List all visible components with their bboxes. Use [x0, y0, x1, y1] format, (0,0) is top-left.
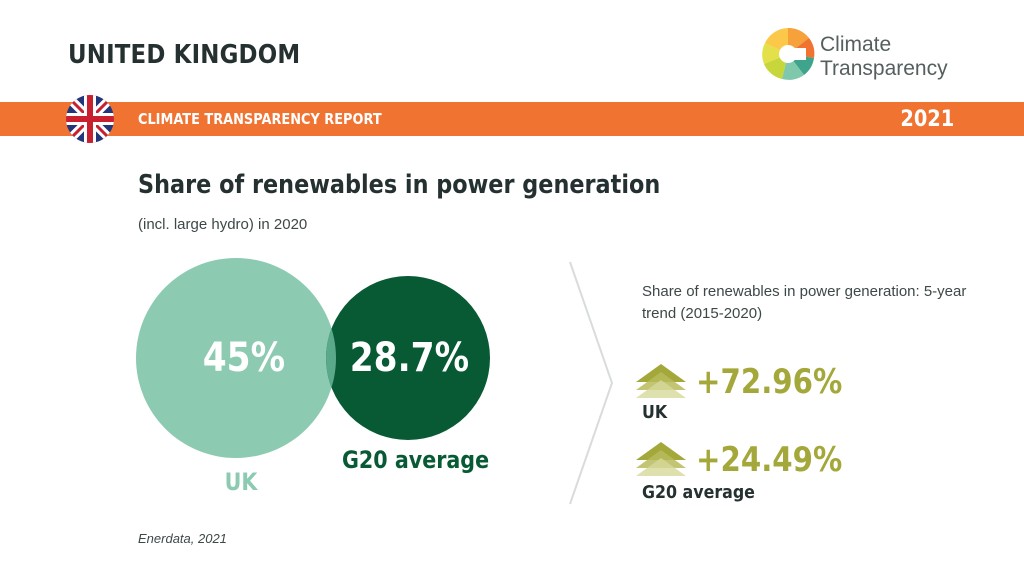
report-banner: CLIMATE TRANSPARENCY REPORT 2021: [0, 102, 1024, 136]
report-year: 2021: [900, 107, 954, 132]
uk-value: 45%: [202, 335, 286, 381]
trend-up-icon: [636, 364, 686, 398]
g20-value: 28.7%: [349, 335, 470, 381]
uk-flag-icon: [66, 95, 114, 143]
report-label: CLIMATE TRANSPARENCY REPORT: [138, 110, 382, 128]
source-note: Enerdata, 2021: [138, 531, 227, 546]
uk-trend-label: UK: [642, 402, 668, 423]
uk-trend-value: +72.96%: [696, 362, 843, 402]
trend-title: Share of renewables in power generation:…: [642, 283, 967, 322]
brand-name: Climate Transparency: [820, 33, 948, 81]
country-title: UNITED KINGDOM: [68, 40, 301, 70]
uk-label: UK: [224, 468, 258, 496]
brand-line-1: Climate: [820, 33, 892, 56]
g20-trend-value: +24.49%: [696, 440, 843, 480]
trend-row-g20: +24.49% G20 average: [632, 440, 952, 510]
g20-trend-label: G20 average: [642, 482, 755, 503]
climate-transparency-logo-icon: [762, 27, 815, 80]
section-divider: [569, 261, 614, 505]
g20-label: G20 average: [341, 446, 490, 474]
brand-line-2: Transparency: [820, 57, 948, 80]
trend-row-uk: +72.96% UK: [632, 362, 952, 432]
chart-title: Share of renewables in power generation: [138, 170, 661, 200]
climate-transparency-logo: Climate Transparency: [760, 26, 980, 86]
trend-up-icon: [636, 442, 686, 476]
chart-subtitle: (incl. large hydro) in 2020: [138, 216, 308, 233]
